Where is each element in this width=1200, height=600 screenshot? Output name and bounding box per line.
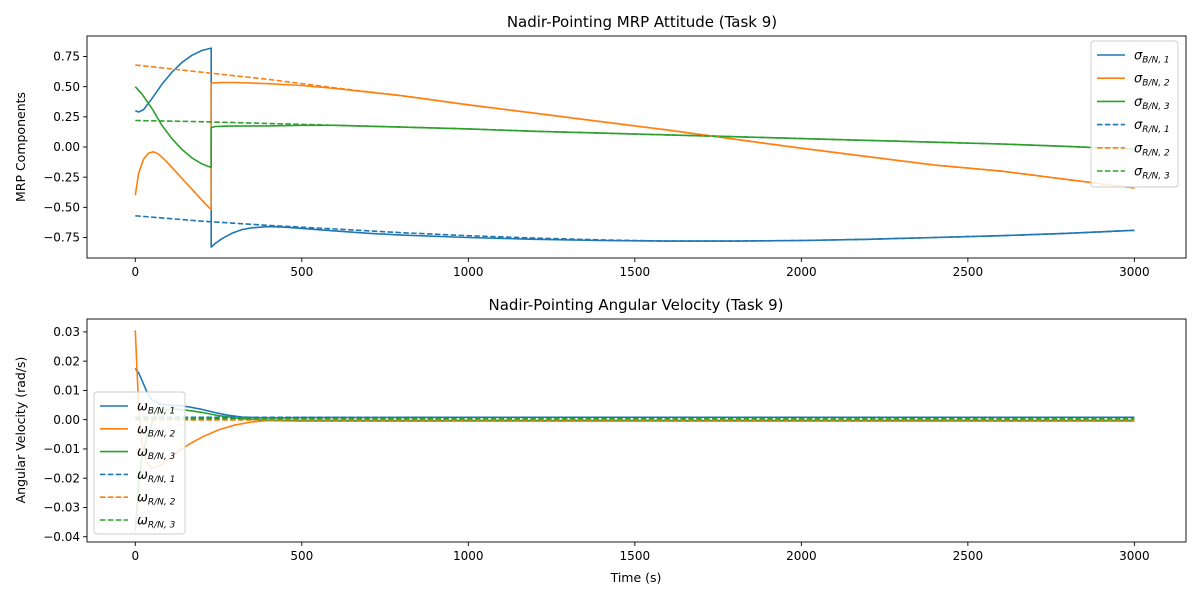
legend-label: ωR/N, 3 [137, 514, 176, 531]
legend: ωB/N, 1 ωB/N, 2 ωB/N, 3 ωR/N, 1 ωR/N, 2 ωR/N,… [93, 391, 186, 535]
series-line-6 [135, 119, 1135, 151]
series-group [134, 47, 1135, 248]
x-tick-label: 500 [290, 549, 313, 563]
x-tick-label: 2000 [786, 265, 817, 279]
y-ticks: 0.75 0.50 0.25 0.00 −0.25 −0.50 −0.75 [43, 50, 87, 245]
plot-frame [86, 35, 1187, 259]
series-line-3 [134, 86, 1135, 169]
x-tick-label: 3000 [1119, 549, 1150, 563]
y-tick-label: 0.75 [53, 50, 80, 64]
x-tick-label: 1500 [620, 265, 651, 279]
y-tick-label: −0.02 [43, 471, 80, 485]
x-axis-label: Time (s) [610, 570, 662, 585]
series-line-3 [134, 408, 1135, 531]
legend-label: ωB/N, 2 [137, 422, 176, 439]
plot-frame [86, 318, 1187, 543]
series-line-2 [134, 81, 1135, 211]
x-tick-label: 2500 [953, 549, 984, 563]
y-tick-label: −0.75 [43, 231, 80, 245]
legend-entries: σB/N, 1 σB/N, 2 σB/N, 3 σR/N, 1 σR/N, 2 σR/N,… [1097, 49, 1170, 182]
legend-label: σB/N, 1 [1134, 49, 1170, 66]
chart-title: Nadir-Pointing Angular Velocity (Task 9) [488, 296, 783, 314]
x-tick-label: 0 [131, 549, 139, 563]
legend-label: σR/N, 3 [1134, 165, 1170, 182]
y-tick-label: 0.00 [53, 140, 80, 154]
series-line-1 [134, 368, 1135, 419]
y-axis-label: Angular Velocity (rad/s) [13, 357, 28, 504]
y-tick-label: 0.03 [53, 325, 80, 339]
x-tick-label: 1500 [620, 549, 651, 563]
chart-title: Nadir-Pointing MRP Attitude (Task 9) [507, 13, 777, 31]
x-tick-label: 2000 [786, 549, 817, 563]
y-tick-label: 0.25 [53, 110, 80, 124]
y-tick-label: 0.50 [53, 80, 80, 94]
x-tick-label: 0 [131, 265, 139, 279]
legend-label: ωR/N, 1 [137, 468, 175, 485]
series-line-4 [135, 215, 1135, 242]
legend-label: ωR/N, 2 [137, 491, 176, 508]
series-group [134, 330, 1135, 531]
angular-velocity-subplot: Nadir-Pointing Angular Velocity (Task 9)… [13, 296, 1187, 585]
x-ticks: 0 500 1000 1500 2000 2500 3000 [131, 258, 1150, 279]
x-tick-label: 500 [290, 265, 313, 279]
legend-frame [93, 391, 186, 535]
legend-label: ωB/N, 1 [137, 400, 175, 417]
y-ticks: 0.03 0.02 0.01 0.00 −0.01 −0.02 −0.03 −0.04 [43, 325, 87, 544]
y-tick-label: 0.02 [53, 354, 80, 368]
y-tick-label: −0.50 [43, 201, 80, 215]
series-line-2 [134, 330, 1135, 469]
y-tick-label: 0.01 [53, 384, 80, 398]
legend-label: σR/N, 1 [1134, 118, 1170, 135]
y-tick-label: 0.00 [53, 413, 80, 427]
x-ticks: 0 500 1000 1500 2000 2500 3000 [131, 542, 1150, 563]
x-tick-label: 1000 [453, 265, 484, 279]
x-tick-label: 2500 [953, 265, 984, 279]
y-tick-label: −0.01 [43, 442, 80, 456]
y-tick-label: −0.04 [43, 530, 80, 544]
legend-label: σB/N, 3 [1134, 95, 1170, 112]
legend-label: σR/N, 2 [1134, 141, 1170, 158]
legend: σB/N, 1 σB/N, 2 σB/N, 3 σR/N, 1 σR/N, 2 σR/N,… [1090, 40, 1179, 188]
x-tick-label: 1000 [453, 549, 484, 563]
y-tick-label: −0.25 [43, 170, 80, 184]
legend-label: ωB/N, 3 [137, 445, 176, 462]
y-tick-label: −0.03 [43, 501, 80, 515]
y-axis-label: MRP Components [13, 92, 28, 202]
mrp-attitude-subplot: Nadir-Pointing MRP Attitude (Task 9) MRP… [13, 13, 1187, 279]
legend-entries: ωB/N, 1 ωB/N, 2 ωB/N, 3 ωR/N, 1 ωR/N, 2 ωR/N,… [100, 400, 176, 531]
series-line-5 [135, 64, 1135, 189]
legend-label: σB/N, 2 [1134, 72, 1170, 89]
x-tick-label: 3000 [1119, 265, 1150, 279]
series-line-1 [135, 47, 1135, 248]
